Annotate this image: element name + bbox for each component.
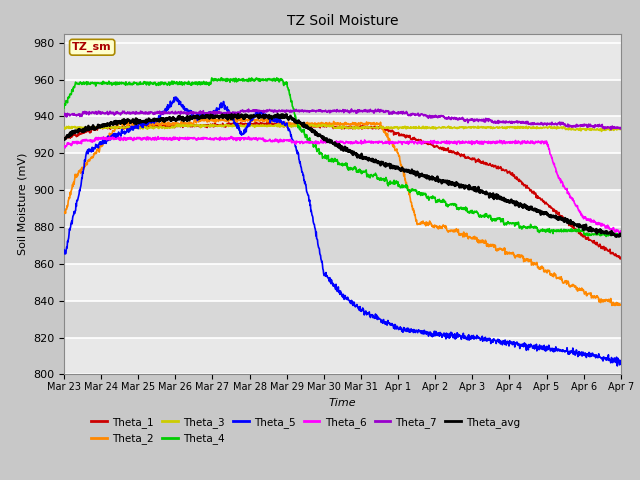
Bar [64,300,621,337]
Text: TZ_sm: TZ_sm [72,42,112,52]
Bar [64,227,621,264]
Bar [64,190,621,227]
Bar [64,43,621,80]
Title: TZ Soil Moisture: TZ Soil Moisture [287,14,398,28]
Bar [64,153,621,190]
Bar [64,117,621,153]
Bar [64,80,621,117]
Bar [64,264,621,300]
Legend: Theta_1, Theta_2, Theta_3, Theta_4, Theta_5, Theta_6, Theta_7, Theta_avg: Theta_1, Theta_2, Theta_3, Theta_4, Thet… [92,417,520,444]
X-axis label: Time: Time [328,397,356,408]
Y-axis label: Soil Moisture (mV): Soil Moisture (mV) [17,153,28,255]
Bar [64,337,621,374]
